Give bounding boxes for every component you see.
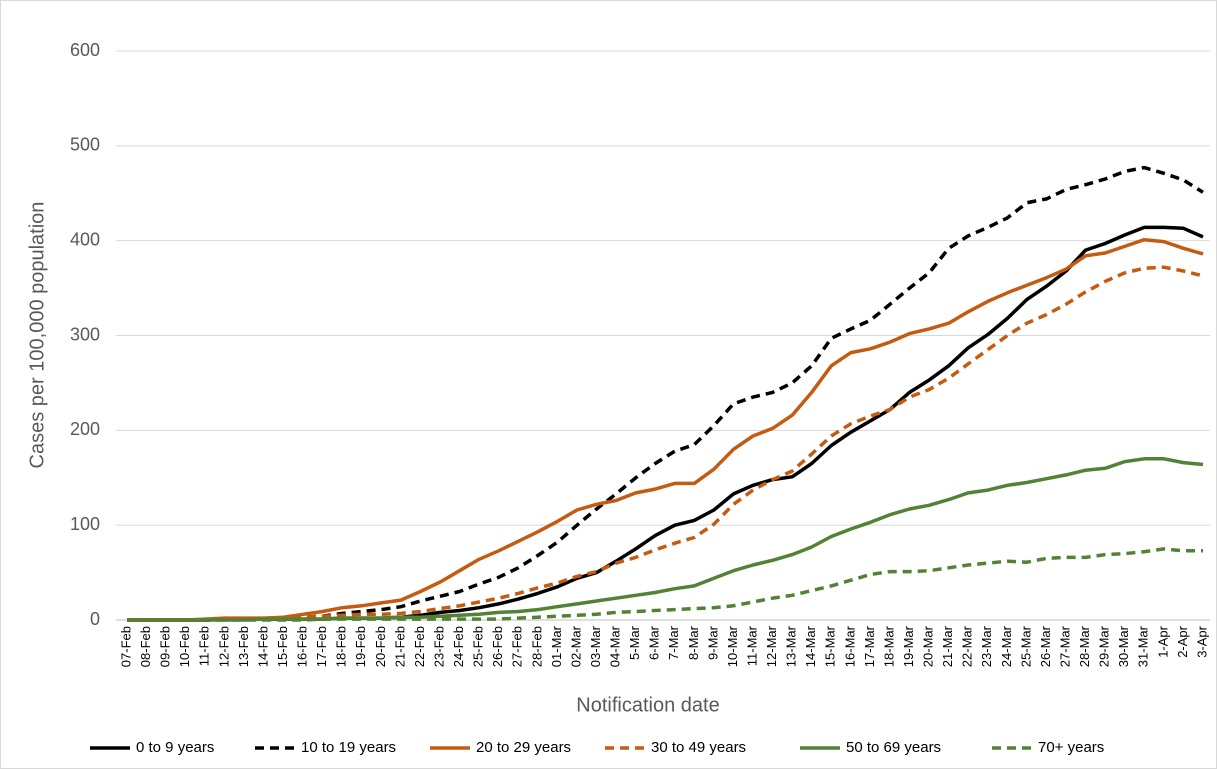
legend-label: 20 to 29 years bbox=[476, 739, 571, 756]
x-tick-label: 10-Feb bbox=[177, 626, 192, 667]
x-tick-label: 5-Mar bbox=[627, 625, 642, 660]
x-tick-label: 20-Feb bbox=[373, 626, 388, 667]
x-tick-label: 25-Mar bbox=[1018, 625, 1033, 667]
series-line bbox=[127, 457, 1204, 622]
x-tick-label: 9-Mar bbox=[705, 625, 720, 660]
x-tick-label: 24-Mar bbox=[999, 625, 1014, 667]
x-tick-label: 04-Mar bbox=[608, 625, 623, 667]
x-tick-label: 1-Apr bbox=[1155, 625, 1170, 657]
x-tick-label: 09-Feb bbox=[158, 626, 173, 667]
x-tick-label: 18-Mar bbox=[881, 625, 896, 667]
x-tick-label: 2-Apr bbox=[1175, 625, 1190, 657]
x-tick-label: 31-Mar bbox=[1136, 625, 1151, 667]
x-tick-label: 10-Mar bbox=[725, 625, 740, 667]
legend-label: 10 to 19 years bbox=[301, 739, 396, 756]
y-tick-label: 100 bbox=[70, 514, 100, 534]
x-tick-label: 22-Feb bbox=[412, 626, 427, 667]
x-tick-label: 6-Mar bbox=[647, 625, 662, 660]
x-tick-label: 12-Feb bbox=[216, 626, 231, 667]
x-tick-label: 14-Mar bbox=[803, 625, 818, 667]
x-tick-label: 24-Feb bbox=[451, 626, 466, 667]
x-tick-label: 3-Apr bbox=[1194, 625, 1209, 657]
x-tick-label: 12-Mar bbox=[764, 625, 779, 667]
x-tick-label: 23-Feb bbox=[431, 626, 446, 667]
series-line bbox=[127, 237, 1204, 622]
x-tick-label: 19-Mar bbox=[901, 625, 916, 667]
series-line bbox=[127, 547, 1203, 622]
x-tick-label: 02-Mar bbox=[568, 625, 583, 667]
x-tick-label: 18-Feb bbox=[334, 626, 349, 667]
x-tick-label: 8-Mar bbox=[686, 625, 701, 660]
y-tick-label: 500 bbox=[70, 135, 100, 155]
x-tick-label: 13-Mar bbox=[784, 625, 799, 667]
y-tick-label: 300 bbox=[70, 324, 100, 344]
y-tick-label: 0 bbox=[90, 609, 100, 629]
x-tick-label: 28-Feb bbox=[529, 626, 544, 667]
x-tick-label: 17-Mar bbox=[862, 625, 877, 667]
x-tick-label: 16-Mar bbox=[842, 625, 857, 667]
x-tick-label: 30-Mar bbox=[1116, 625, 1131, 667]
x-tick-label: 11-Feb bbox=[197, 626, 212, 666]
y-tick-label: 400 bbox=[70, 229, 100, 249]
x-tick-label: 27-Feb bbox=[510, 626, 525, 667]
x-tick-label: 20-Mar bbox=[921, 625, 936, 667]
y-tick-label: 200 bbox=[70, 419, 100, 439]
x-tick-label: 03-Mar bbox=[588, 625, 603, 667]
x-axis-title: Notification date bbox=[576, 694, 719, 716]
legend-label: 0 to 9 years bbox=[136, 739, 214, 756]
x-tick-label: 01-Mar bbox=[549, 625, 564, 667]
x-tick-label: 08-Feb bbox=[138, 626, 153, 667]
x-tick-label: 16-Feb bbox=[295, 626, 310, 667]
x-tick-label: 11-Mar bbox=[744, 625, 759, 666]
x-tick-label: 14-Feb bbox=[255, 626, 270, 667]
x-tick-label: 26-Mar bbox=[1038, 625, 1053, 667]
x-tick-label: 21-Mar bbox=[940, 625, 955, 667]
x-tick-label: 19-Feb bbox=[353, 626, 368, 667]
x-tick-label: 15-Mar bbox=[823, 625, 838, 667]
x-tick-label: 15-Feb bbox=[275, 626, 290, 667]
x-tick-label: 7-Mar bbox=[666, 625, 681, 660]
x-tick-label: 27-Mar bbox=[1057, 625, 1072, 667]
x-tick-label: 28-Mar bbox=[1077, 625, 1092, 667]
legend-label: 70+ years bbox=[1038, 739, 1104, 756]
x-tick-label: 21-Feb bbox=[392, 626, 407, 667]
y-axis-title: Cases per 100,000 population bbox=[26, 202, 48, 469]
x-tick-label: 22-Mar bbox=[960, 625, 975, 667]
x-tick-label: 07-Feb bbox=[118, 626, 133, 667]
series-line bbox=[127, 265, 1204, 622]
x-tick-label: 13-Feb bbox=[236, 626, 251, 667]
legend-label: 30 to 49 years bbox=[651, 739, 746, 756]
x-tick-label: 29-Mar bbox=[1097, 625, 1112, 667]
legend-label: 50 to 69 years bbox=[846, 739, 941, 756]
x-tick-label: 25-Feb bbox=[471, 626, 486, 667]
y-tick-label: 600 bbox=[70, 40, 100, 60]
x-tick-label: 17-Feb bbox=[314, 626, 329, 667]
x-tick-label: 23-Mar bbox=[979, 625, 994, 667]
x-tick-label: 26-Feb bbox=[490, 626, 505, 667]
